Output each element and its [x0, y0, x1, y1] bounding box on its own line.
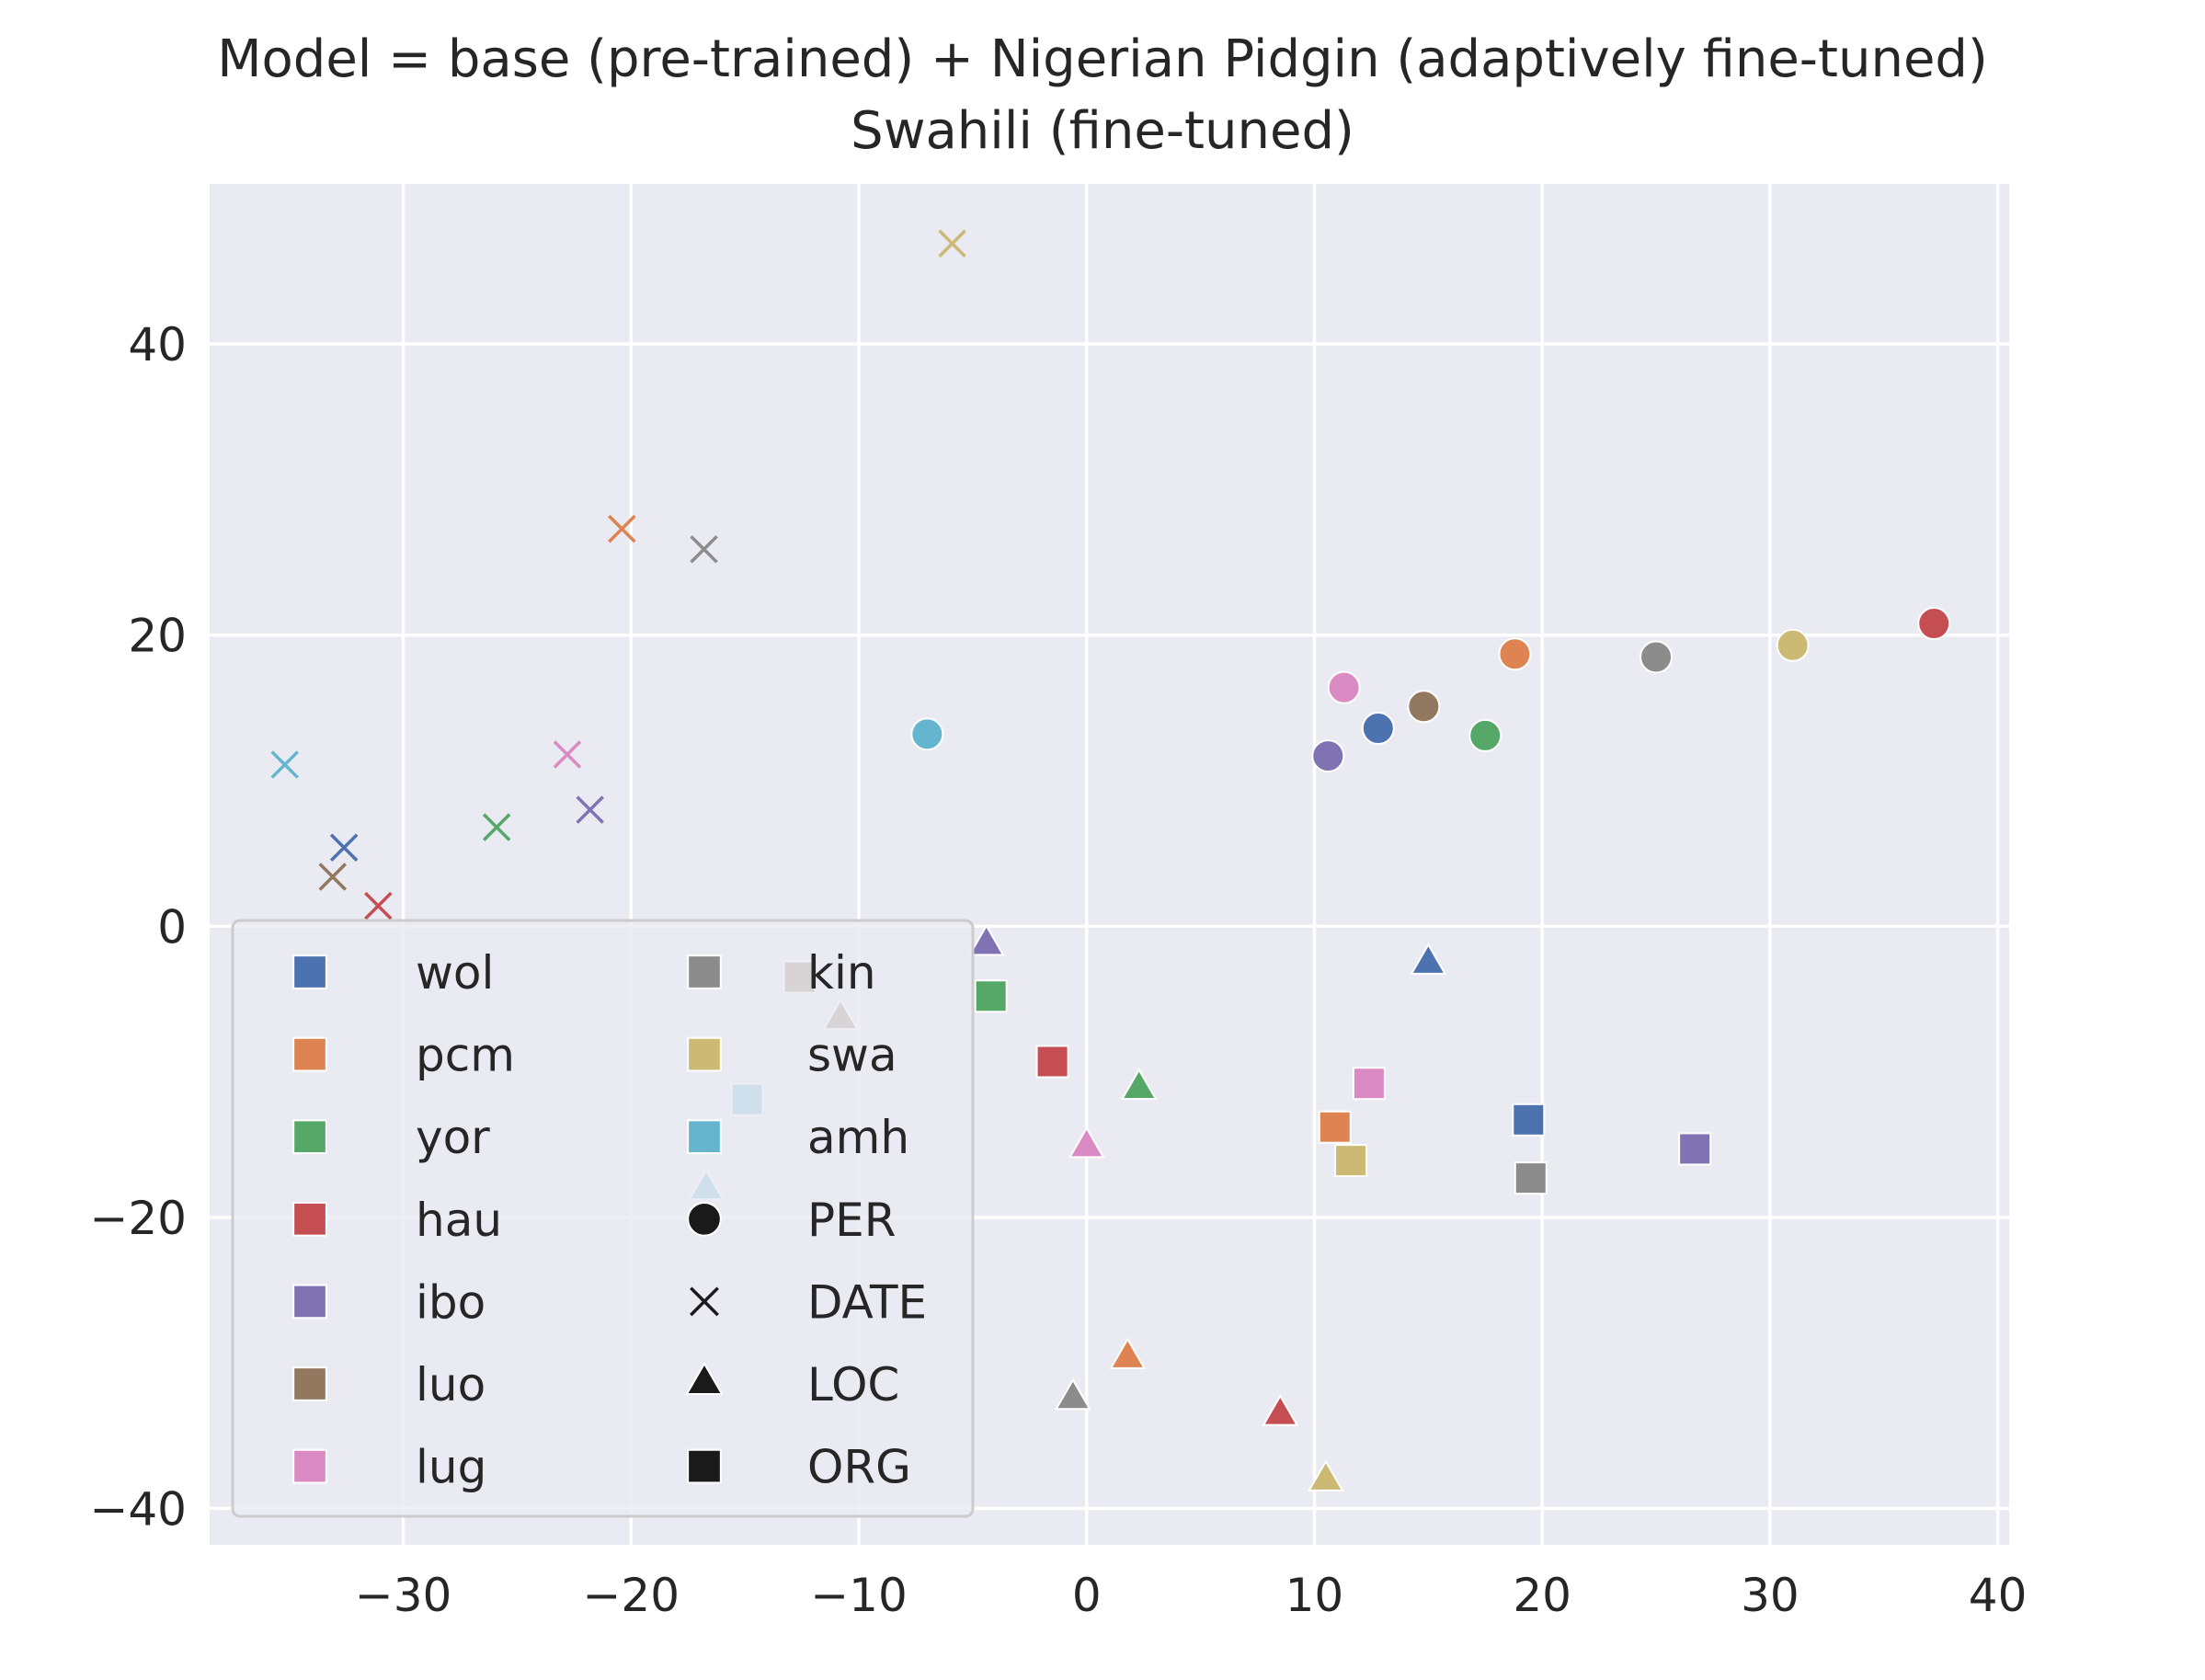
x-tick-label: −30 [355, 1569, 452, 1622]
point-kin-loc [1054, 1377, 1091, 1411]
legend-label-yor: yor [416, 1111, 490, 1164]
legend: wol pcm yor hau ibo luo lug kin swa amh PER DATE LOC… [231, 919, 975, 1518]
point-yor-org [974, 979, 1008, 1013]
legend-marker-ibo [292, 1284, 327, 1320]
x-tick-label: 0 [1072, 1569, 1102, 1622]
point-swa-per [1776, 628, 1810, 662]
point-kin-date [690, 535, 718, 564]
legend-marker-org [687, 1448, 722, 1484]
legend-label-hau: hau [416, 1194, 502, 1247]
point-wol-date [329, 833, 359, 863]
point-ibo-date [576, 795, 604, 824]
y-tick-label: 20 [128, 610, 187, 663]
tick-labels: −30 −20 −10 0 10 20 30 40 −40 −20 0 20 40 [89, 318, 2027, 1622]
legend-marker-pcm [292, 1036, 327, 1072]
point-amh-date [270, 750, 299, 779]
x-tick-label: 20 [1513, 1569, 1571, 1622]
point-yor-loc [1120, 1068, 1158, 1101]
point-swa-org [1334, 1144, 1368, 1178]
legend-label-wol: wol [416, 946, 494, 1000]
x-tick-label: 40 [1969, 1569, 2028, 1622]
x-tick-label: 10 [1285, 1569, 1344, 1622]
point-wol-org [1512, 1103, 1546, 1137]
grid [210, 184, 2009, 1545]
legend-marker-swa [687, 1036, 722, 1072]
data-points [270, 229, 1951, 1491]
point-wol-per [1361, 712, 1395, 745]
point-ibo-loc [967, 923, 1005, 956]
y-tick-label: −40 [89, 1482, 187, 1536]
legend-label-per: PER [807, 1194, 896, 1247]
legend-label-org: ORG [807, 1441, 911, 1494]
point-yor-date [482, 813, 511, 841]
legend-marker-per [687, 1201, 722, 1237]
legend-label-lug: lug [416, 1441, 486, 1494]
legend-label-luo: luo [416, 1358, 486, 1411]
legend-marker-date [690, 1286, 719, 1317]
y-tick-label: −20 [89, 1192, 187, 1245]
point-pcm-date [608, 514, 636, 543]
point-kin-per [1639, 640, 1674, 674]
point-pcm-per [1498, 637, 1532, 671]
legend-label-swa: swa [807, 1029, 897, 1082]
legend-label-kin: kin [807, 946, 876, 1000]
legend-marker-yor [292, 1119, 327, 1155]
point-wol-loc [1410, 943, 1447, 975]
legend-label-amh: amh [807, 1111, 909, 1164]
point-lug-per [1327, 670, 1361, 704]
point-pcm-loc [1109, 1337, 1147, 1369]
chart-title-line-1: Model = base (pre-trained) + Nigerian Pi… [217, 29, 1988, 89]
chart-title-line-2: Swahili (fine-tuned) [851, 101, 1354, 161]
point-lug-loc [1068, 1126, 1105, 1159]
legend-marker-loc [685, 1361, 724, 1396]
point-luo-per [1407, 690, 1441, 724]
y-tick-label: 40 [128, 318, 187, 371]
legend-marker-wol [292, 954, 327, 989]
point-yor-per [1468, 718, 1502, 752]
point-amh-per [910, 717, 944, 751]
point-hau-org [1035, 1045, 1069, 1079]
legend-marker-kin [687, 954, 722, 989]
legend-marker-luo [292, 1366, 327, 1401]
legend-label-ibo: ibo [416, 1275, 486, 1329]
legend-marker-lug [292, 1448, 327, 1484]
point-ibo-per [1311, 739, 1345, 773]
x-tick-label: −20 [583, 1569, 680, 1622]
point-pcm-org [1318, 1110, 1352, 1144]
point-swa-loc [1307, 1459, 1344, 1491]
point-hau-per [1917, 607, 1951, 641]
y-tick-label: 0 [157, 900, 187, 954]
legend-box [231, 919, 975, 1518]
legend-label-pcm: pcm [416, 1029, 515, 1082]
point-luo-date [318, 863, 348, 891]
point-ibo-org [1678, 1132, 1712, 1166]
point-hau-date [364, 891, 393, 920]
legend-label-date: DATE [807, 1275, 927, 1329]
point-hau-loc [1262, 1394, 1299, 1426]
x-tick-label: 30 [1741, 1569, 1799, 1622]
legend-label-loc: LOC [807, 1358, 899, 1411]
point-lug-org [1352, 1067, 1386, 1101]
point-kin-org [1514, 1161, 1548, 1195]
point-lug-date [553, 740, 582, 769]
x-tick-label: −10 [810, 1569, 908, 1622]
legend-marker-hau [292, 1201, 327, 1237]
point-swa-date [938, 229, 966, 258]
legend-marker-amh [687, 1119, 722, 1155]
